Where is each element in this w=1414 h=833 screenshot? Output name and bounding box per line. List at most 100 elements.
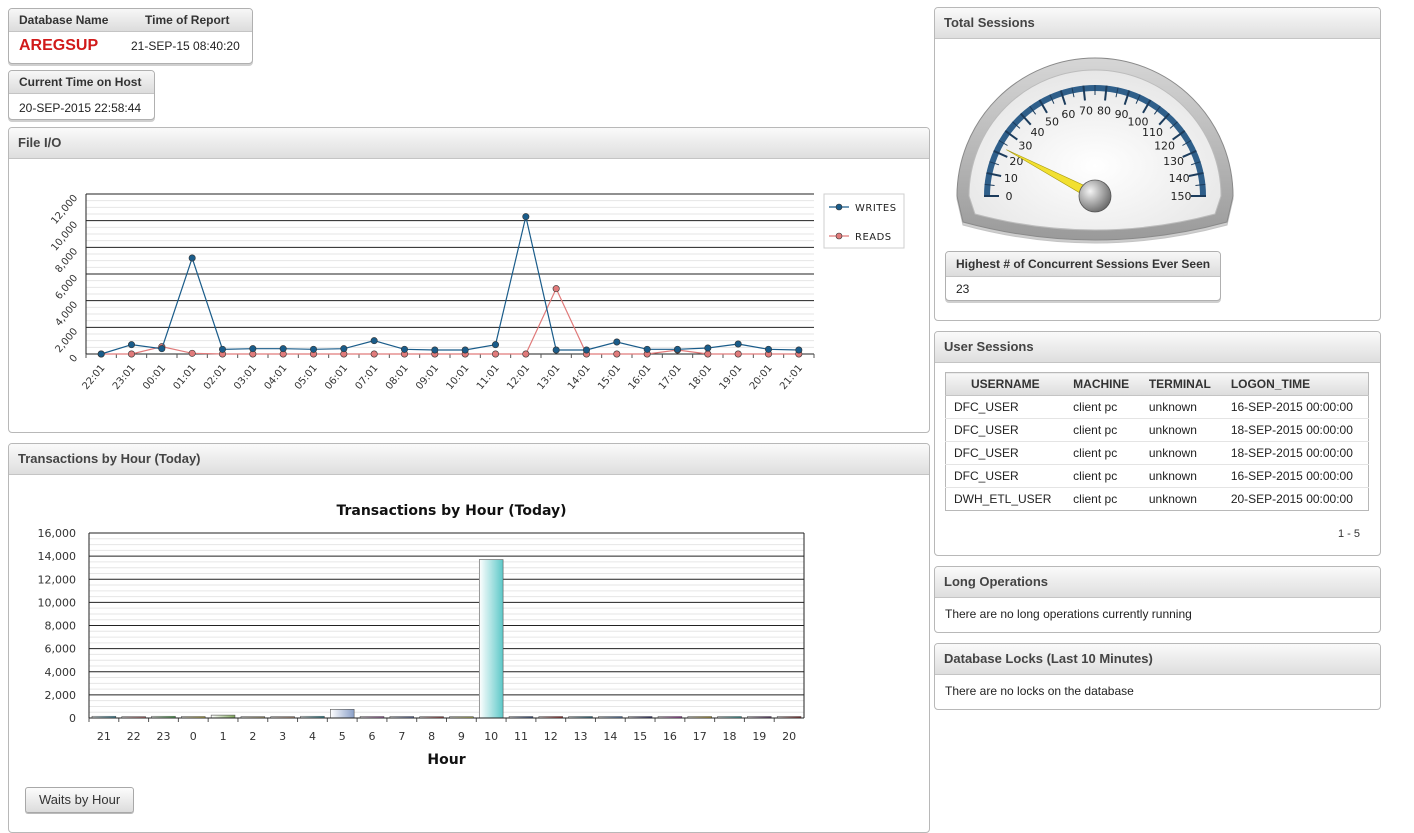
gauge-major-tick xyxy=(1038,99,1048,114)
cell-terminal: unknown xyxy=(1140,395,1223,419)
x-tick-label: 20 xyxy=(782,730,796,743)
gauge-label: 30 xyxy=(1018,139,1032,152)
x-tick-label: 15 xyxy=(633,730,647,743)
highest-sessions-box: Highest # of Concurrent Sessions Ever Se… xyxy=(945,251,1221,301)
gauge-label: 10 xyxy=(1004,172,1018,185)
x-tick-label: 6 xyxy=(369,730,376,743)
x-tick-label: 07:01 xyxy=(354,363,381,392)
gauge-minor-tick xyxy=(984,183,995,186)
cell-machine: client pc xyxy=(1065,395,1141,419)
data-point-writes xyxy=(461,346,469,354)
gauge-major-tick xyxy=(1123,90,1131,106)
series-line-reads xyxy=(101,287,799,355)
waits-by-hour-button[interactable]: Waits by Hour xyxy=(25,787,135,813)
x-tick-label: 02:01 xyxy=(202,363,229,392)
table-row: DWH_ETL_USER client pc unknown 20-SEP-20… xyxy=(945,487,1369,511)
cell-logon-time: 20-SEP-2015 00:00:00 xyxy=(1222,487,1369,511)
data-point-writes xyxy=(491,341,499,349)
gauge-major-tick xyxy=(1172,129,1186,141)
gauge-minor-tick xyxy=(989,161,1000,166)
y-tick-label: 8,000 xyxy=(45,620,77,633)
data-point-writes xyxy=(370,337,378,345)
gauge-minor-tick xyxy=(1169,121,1178,129)
data-point-writes xyxy=(582,346,590,354)
x-tick-label: 01:01 xyxy=(172,363,199,392)
col-terminal[interactable]: TERMINAL xyxy=(1140,372,1223,396)
gauge-minor-tick xyxy=(1012,121,1021,129)
y-tick-label: 6,000 xyxy=(53,273,80,302)
col-logon-time[interactable]: LOGON_TIME xyxy=(1222,372,1369,396)
y-tick-label: 12,000 xyxy=(38,573,77,586)
time-header: Time of Report xyxy=(145,13,230,27)
gauge-major-tick xyxy=(986,171,1002,178)
pagination-label: 1 - 5 xyxy=(1337,528,1360,540)
data-point-reads xyxy=(704,350,712,358)
cell-username: DWH_ETL_USER xyxy=(945,487,1066,511)
gauge-minor-tick xyxy=(1195,183,1206,186)
y-tick-label: 4,000 xyxy=(53,300,80,329)
gauge-label: 40 xyxy=(1030,126,1044,139)
x-tick-label: 19 xyxy=(752,730,766,743)
data-point-reads xyxy=(552,285,560,293)
chart-title: Transactions by Hour (Today) xyxy=(336,503,566,519)
data-point-reads xyxy=(188,349,196,357)
data-point-writes xyxy=(673,345,681,353)
x-tick-label: 2 xyxy=(249,730,256,743)
x-tick-label: 11:01 xyxy=(475,363,502,392)
x-tick-label: 13 xyxy=(574,730,588,743)
legend-swatch-marker xyxy=(835,203,843,211)
series-line-writes xyxy=(100,216,799,355)
user-sessions-panel: User Sessions USERNAME MACHINE TERMINAL … xyxy=(934,331,1381,556)
legend-box xyxy=(823,193,905,249)
bar-5 xyxy=(330,709,355,719)
total-sessions-panel: Total Sessions 0 10 20 30 40 50 60 70 80 90 100 110… xyxy=(934,7,1381,321)
x-tick-label: 08:01 xyxy=(384,363,411,392)
col-username[interactable]: USERNAME xyxy=(945,372,1066,396)
x-tick-label: 3 xyxy=(279,730,286,743)
x-tick-label: 10 xyxy=(484,730,498,743)
cell-machine: client pc xyxy=(1065,487,1141,511)
data-point-writes xyxy=(431,346,439,354)
gauge-label: 120 xyxy=(1154,139,1175,152)
x-tick-label: 15:01 xyxy=(596,363,623,392)
x-tick-label: 20:01 xyxy=(748,363,775,392)
gauge-label: 140 xyxy=(1169,172,1190,185)
transactions-panel-title: Transactions by Hour (Today) xyxy=(9,444,929,475)
y-tick-label: 2,000 xyxy=(45,689,77,702)
table-row: DFC_USER client pc unknown 18-SEP-2015 0… xyxy=(945,441,1369,465)
db-name-header: Database Name xyxy=(19,13,109,27)
data-point-writes xyxy=(188,254,196,262)
data-point-writes xyxy=(309,345,317,353)
x-tick-label: 10:01 xyxy=(445,363,472,392)
cell-terminal: unknown xyxy=(1140,441,1223,465)
data-point-reads xyxy=(734,350,742,358)
data-point-reads xyxy=(613,350,621,358)
database-locks-title: Database Locks (Last 10 Minutes) xyxy=(935,644,1380,675)
y-tick-label: 14,000 xyxy=(38,550,77,563)
col-machine[interactable]: MACHINE xyxy=(1065,372,1141,396)
gauge-minor-tick xyxy=(1115,87,1119,98)
file-io-title: File I/O xyxy=(9,128,929,159)
x-tick-label: 7 xyxy=(398,730,405,743)
cell-username: DFC_USER xyxy=(945,441,1066,465)
data-point-writes xyxy=(340,345,348,353)
gauge-major-tick xyxy=(1059,90,1067,106)
x-axis-title: Hour xyxy=(427,752,465,768)
table-row: DFC_USER client pc unknown 16-SEP-2015 0… xyxy=(945,395,1369,419)
x-tick-label: 17 xyxy=(693,730,707,743)
gauge-minor-tick xyxy=(1071,87,1075,98)
x-tick-label: 21 xyxy=(97,730,111,743)
table-row: DFC_USER client pc unknown 18-SEP-2015 0… xyxy=(945,418,1369,442)
gauge-label: 110 xyxy=(1142,126,1163,139)
data-point-writes xyxy=(795,346,803,354)
x-tick-label: 22:01 xyxy=(81,363,108,392)
gauge-major-tick xyxy=(1182,149,1197,158)
gauge-minor-tick xyxy=(998,140,1008,146)
data-point-writes xyxy=(97,350,105,358)
x-tick-label: 0 xyxy=(190,730,197,743)
gauge-label: 130 xyxy=(1163,155,1184,168)
table-row: DFC_USER client pc unknown 16-SEP-2015 0… xyxy=(945,464,1369,488)
gauge-major-tick xyxy=(1188,171,1204,178)
x-tick-label: 18 xyxy=(723,730,737,743)
